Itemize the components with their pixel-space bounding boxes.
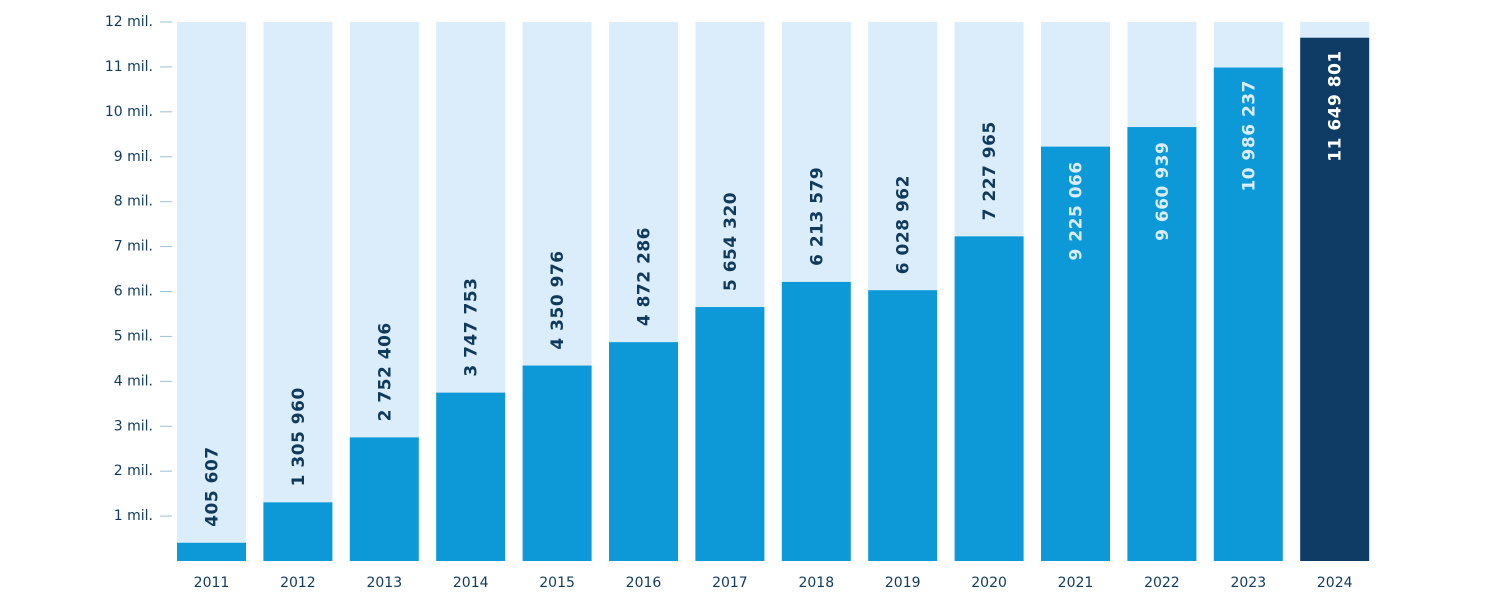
y-tick-label: 7 mil. <box>114 239 153 255</box>
bar <box>1127 127 1197 562</box>
bar-value-label: 5 654 320 <box>721 192 741 291</box>
bar-value-label: 10 986 237 <box>1239 80 1259 191</box>
bar <box>436 392 506 561</box>
bar <box>522 365 592 561</box>
x-tick-label: 2016 <box>626 575 662 591</box>
x-axis: 2011 2012 2013 2014 2015 2016 2017 2018 2019 2020… <box>194 575 1353 591</box>
bar-track <box>177 22 246 561</box>
x-tick-label: 2020 <box>971 575 1007 591</box>
bar <box>349 437 419 561</box>
bar-value-label: 405 607 <box>203 446 223 526</box>
bar <box>263 502 333 561</box>
bars <box>177 37 1370 562</box>
y-tick-label: 1 mil. <box>114 508 153 524</box>
bar-value-label: 7 227 965 <box>980 121 1000 220</box>
x-tick-label: 2024 <box>1317 575 1353 591</box>
bar-value-label: 6 028 962 <box>894 175 914 274</box>
y-tick-label: 11 mil. <box>105 59 153 75</box>
y-tick-label: 9 mil. <box>114 149 153 165</box>
y-tick-label: 8 mil. <box>114 194 153 210</box>
bar-value-label: 4 350 976 <box>548 250 568 349</box>
x-tick-label: 2021 <box>1058 575 1094 591</box>
x-tick-label: 2018 <box>798 575 834 591</box>
bar <box>954 236 1024 561</box>
x-tick-label: 2013 <box>366 575 402 591</box>
x-tick-label: 2014 <box>453 575 489 591</box>
bar-value-label: 9 225 066 <box>1067 161 1087 260</box>
bar-highlight <box>1300 37 1370 561</box>
x-tick-label: 2023 <box>1230 575 1266 591</box>
bar-value-label: 2 752 406 <box>375 322 395 421</box>
bar <box>609 342 678 561</box>
x-tick-label: 2011 <box>194 575 230 591</box>
y-tick-label: 4 mil. <box>114 373 153 389</box>
x-tick-label: 2022 <box>1144 575 1180 591</box>
bar-value-label: 11 649 801 <box>1326 50 1346 161</box>
bar-value-label: 9 660 939 <box>1153 142 1173 241</box>
y-axis: 1 mil. 2 mil. 3 mil. 4 mil. 5 mil. 6 mil. 7 mi… <box>105 14 172 524</box>
bar-track <box>263 22 333 561</box>
x-tick-label: 2019 <box>885 575 921 591</box>
bar-value-label: 4 872 286 <box>635 227 655 326</box>
y-tick-label: 6 mil. <box>114 284 153 300</box>
y-tick-label: 10 mil. <box>105 104 153 120</box>
x-tick-label: 2017 <box>712 575 748 591</box>
y-tick-label: 12 mil. <box>105 14 153 30</box>
bar <box>1041 146 1110 561</box>
x-tick-label: 2015 <box>539 575 575 591</box>
bar <box>177 542 246 561</box>
x-tick-label: 2012 <box>280 575 316 591</box>
value-labels: 405 607 1 305 960 2 752 406 3 747 753 4 350 … <box>203 50 1346 527</box>
bar <box>868 290 938 561</box>
y-tick-label: 5 mil. <box>114 328 153 344</box>
bar-value-label: 3 747 753 <box>462 278 482 377</box>
bar <box>695 307 765 561</box>
bar-value-label: 6 213 579 <box>807 167 827 266</box>
y-tick-label: 3 mil. <box>114 418 153 434</box>
bar <box>781 281 851 561</box>
y-tick-label: 2 mil. <box>114 463 153 479</box>
bar <box>1213 67 1283 561</box>
bar-value-label: 1 305 960 <box>289 387 309 486</box>
